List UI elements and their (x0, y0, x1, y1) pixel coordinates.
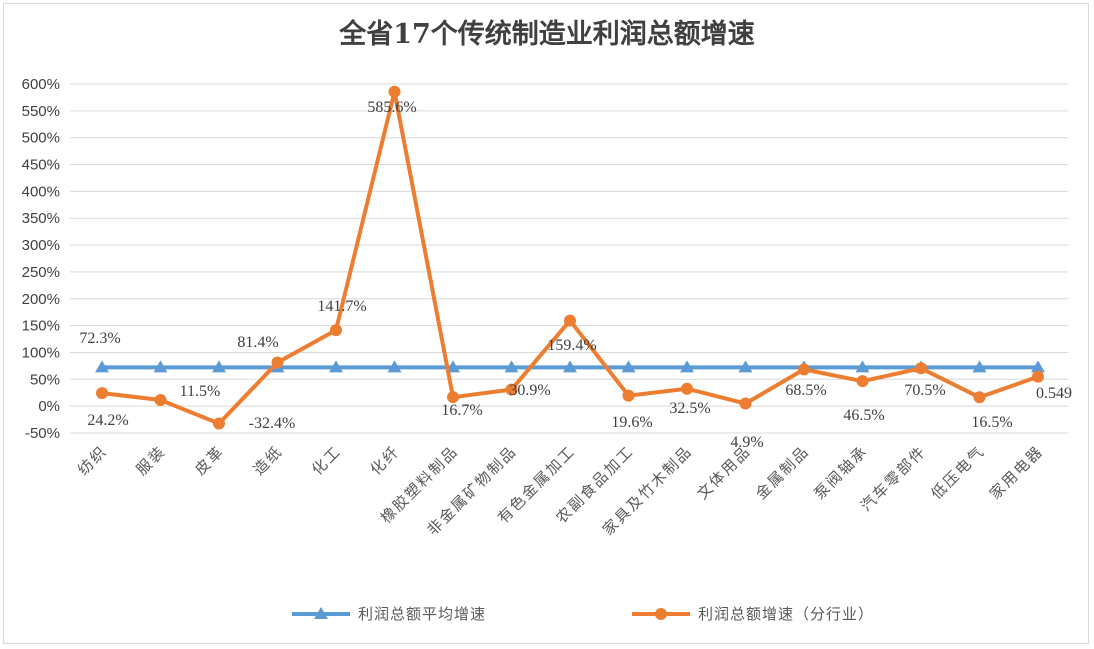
y-tick-label: 0% (38, 398, 60, 415)
data-label: 16.5% (971, 414, 1012, 431)
circle-marker (330, 324, 342, 337)
legend-triangle-marker (314, 607, 328, 619)
x-category-label: 服装 (133, 442, 170, 479)
x-category-label: 泵阀轴承 (811, 442, 872, 503)
circle-marker (1032, 370, 1044, 383)
triangle-marker (1031, 360, 1045, 373)
y-tick-label: 400% (22, 183, 60, 200)
series-lines (95, 85, 1045, 430)
data-label: 72.3% (79, 330, 120, 347)
circle-marker (564, 314, 576, 327)
circle-marker (96, 387, 108, 400)
chart-frame (3, 3, 1089, 644)
triangle-marker (563, 360, 577, 373)
triangle-marker (504, 360, 519, 373)
data-label: 70.5% (904, 382, 945, 399)
y-tick-label: 100% (22, 344, 60, 361)
data-label: 0.549 (1036, 385, 1072, 402)
y-tick-label: 50% (30, 371, 60, 388)
x-category-label: 金属制品 (752, 442, 813, 503)
circle-marker (505, 383, 518, 396)
data-label: 32.5% (669, 400, 710, 417)
data-label: 46.5% (843, 407, 884, 424)
y-tick-label: 300% (22, 237, 60, 254)
y-tick-label: 200% (22, 291, 60, 308)
data-label: 159.4% (547, 337, 596, 354)
circle-marker (213, 417, 225, 430)
legend-label-average: 利润总额平均增速 (358, 605, 486, 623)
x-category-label: 化工 (308, 442, 345, 479)
circle-marker (154, 393, 167, 406)
x-category-label: 低压电气 (928, 442, 989, 503)
y-tick-label: 150% (22, 318, 60, 335)
legend: 利润总额平均增速 利润总额增速（分行业） (292, 605, 874, 623)
x-category-label: 纺织 (74, 442, 111, 479)
x-axis-categories: 纺织 服装 皮革 造纸 化工 化纤橡胶塑料制品非金属矿物制品有色金属加工农副食品加工家具及… (74, 442, 1047, 539)
y-tick-label: 600% (22, 76, 60, 93)
y-tick-label: -50% (25, 425, 60, 442)
data-label: 68.5% (785, 382, 826, 399)
x-category-label: 家用电器 (986, 442, 1047, 503)
triangle-marker (212, 360, 226, 373)
x-category-label: 文体用品 (694, 442, 755, 503)
data-label: 19.6% (611, 414, 652, 431)
data-label: 11.5% (180, 383, 221, 400)
y-axis-ticks: -50% 0% 50% 100% 150% 200% 250% 300% 350% 400% 450… (22, 76, 60, 442)
triangle-marker (95, 360, 109, 373)
data-label: 30.9% (509, 382, 550, 399)
triangle-marker (387, 360, 402, 373)
circle-marker (739, 397, 752, 410)
triangle-marker (621, 360, 636, 373)
circle-marker (447, 391, 459, 404)
x-category-label: 造纸 (250, 442, 287, 479)
x-category-label: 化纤 (367, 442, 404, 479)
data-label: -32.4% (249, 415, 296, 432)
data-label: 81.4% (237, 334, 278, 351)
series-line-industry (101, 89, 1039, 426)
triangle-marker (329, 360, 343, 373)
y-tick-label: 250% (22, 264, 60, 281)
circle-marker (798, 363, 810, 376)
triangle-marker (855, 360, 870, 373)
data-label: 24.2% (87, 412, 128, 429)
y-tick-label: 550% (22, 103, 60, 120)
legend-circle-marker (655, 608, 667, 620)
triangle-marker (972, 360, 987, 373)
y-tick-label: 450% (22, 157, 60, 174)
y-tick-label: 350% (22, 210, 60, 227)
gridlines (70, 83, 1068, 434)
triangle-marker (680, 360, 694, 373)
triangle-marker (153, 360, 168, 373)
legend-label-industry: 利润总额增速（分行业） (698, 605, 874, 623)
circle-marker (681, 382, 693, 395)
data-label: 585.6% (367, 99, 416, 116)
chart-title: 全省17个传统制造业利润总额增速 (339, 19, 755, 50)
x-category-label: 皮革 (191, 442, 228, 479)
triangle-marker (738, 360, 753, 373)
circle-marker (271, 356, 284, 369)
data-labels: 72.3% 24.2% 11.5% -32.4% 81.4% 141.7% 585.6% 16… (79, 99, 1072, 451)
data-label: 16.7% (441, 402, 482, 419)
circle-marker (388, 85, 401, 98)
circle-marker (622, 389, 635, 402)
circle-marker (856, 375, 869, 388)
data-label: 4.9% (730, 434, 763, 451)
data-label: 141.7% (317, 298, 366, 315)
circle-marker (915, 362, 927, 375)
y-tick-label: 500% (22, 130, 60, 147)
circle-marker (973, 391, 986, 404)
